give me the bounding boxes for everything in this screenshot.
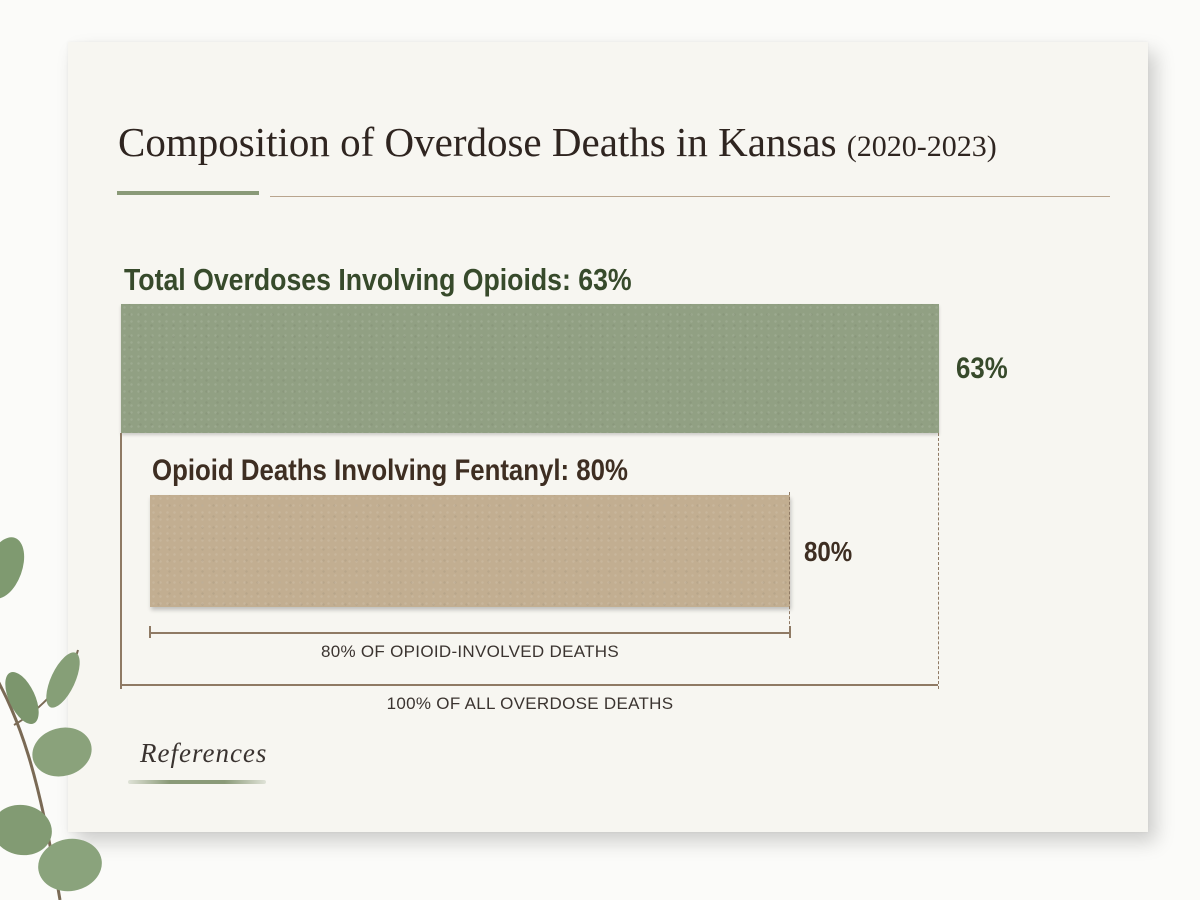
bracket-right-outer (938, 433, 939, 689)
chart-title: Composition of Overdose Deaths in Kansas… (118, 119, 997, 165)
bracket-right-inner (789, 492, 790, 634)
references-link[interactable]: References (140, 738, 268, 768)
title-accent-rule (117, 191, 259, 195)
caption-all-overdose: 100% OF ALL OVERDOSE DEATHS (386, 694, 674, 713)
bar-label-opioids: Total Overdoses Involving Opioids: 63% (124, 262, 632, 297)
value-label-fentanyl: 80% (804, 536, 853, 567)
eucalyptus-sprig-icon (0, 537, 102, 900)
chart-title-years: (2020-2023) (846, 130, 997, 163)
bracket-base-inner (150, 632, 790, 634)
bracket-left-outer (120, 433, 122, 689)
bracket-base-outer (120, 684, 938, 686)
bracket-tick-left-inner (149, 626, 151, 638)
references-underline (128, 780, 266, 784)
bar-opioids (121, 304, 939, 433)
chart-card (68, 42, 1148, 832)
bar-fentanyl (150, 495, 790, 607)
title-divider (270, 196, 1110, 197)
value-label-opioids: 63% (956, 352, 1008, 385)
bar-label-fentanyl: Opioid Deaths Involving Fentanyl: 80% (152, 454, 628, 487)
caption-opioid-involved: 80% OF OPIOID-INVOLVED DEATHS (320, 642, 620, 661)
